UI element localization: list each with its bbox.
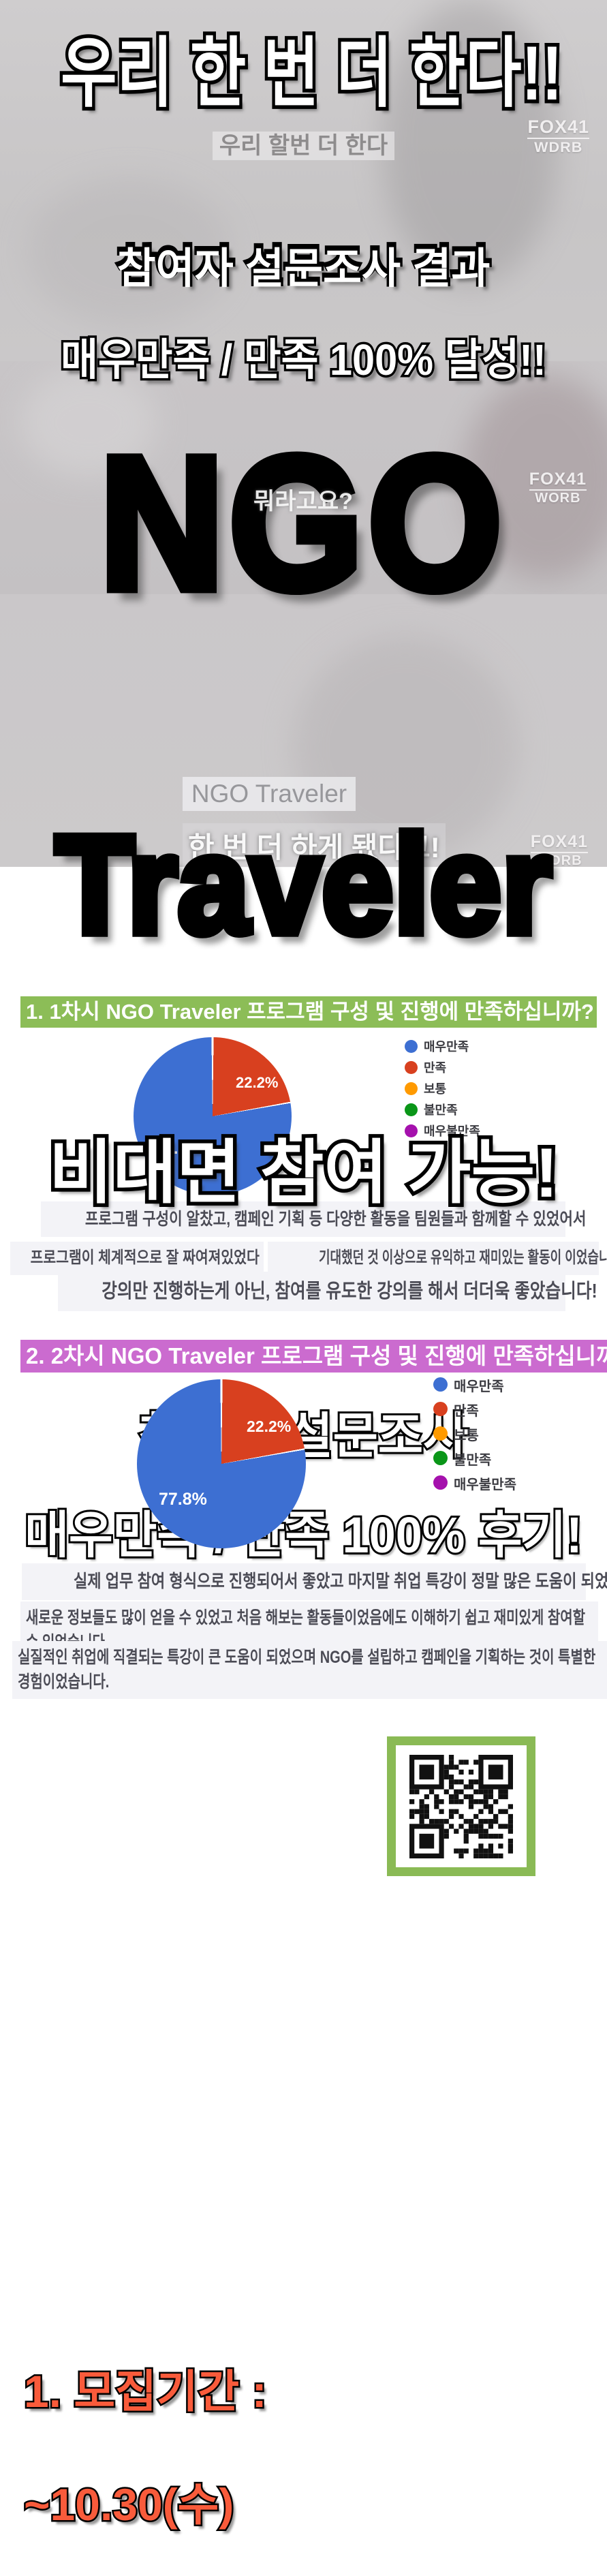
pie-2-slice-label-satisfied: 22.2%	[247, 1417, 292, 1435]
legend-dot-satisfied	[405, 1060, 418, 1074]
pie-1-slice-label-satisfied: 22.2%	[236, 1074, 279, 1091]
legend-label: 보통	[424, 1082, 447, 1096]
qr-code-svg	[409, 1754, 513, 1858]
qr-code	[387, 1736, 535, 1876]
legend-dot-neutral	[405, 1082, 418, 1095]
legend-label: 만족	[454, 1404, 479, 1419]
pie-2-legend: 매우만족 만족 보통 불만족 매우불만족	[433, 1375, 516, 1498]
quote-text: 프로그램 구성이 알찼고, 캠페인 기획 등 다양한 활동을 팀원들과 함께할 …	[84, 1210, 587, 1229]
legend-dot-satisfied	[433, 1402, 448, 1416]
legend-label: 매우만족	[454, 1379, 504, 1394]
quote-1-3: 기대했던 것 이상으로 유익하고 재미있는 활동이 이었습니다!	[268, 1242, 607, 1275]
legend-item: 만족	[433, 1400, 516, 1420]
quote-1-4: 강의만 진행하는게 아닌, 참여를 유도한 강의를 해서 더더욱 좋았습니다!	[58, 1272, 597, 1312]
quote-2-1: 실제 업무 참여 형식으로 진행되어서 좋았고 마지말 취업 특강이 정말 많은…	[22, 1563, 607, 1600]
pie-chart-2	[137, 1379, 306, 1548]
hero-subtitle-2: 매우만족 / 만족 100% 달성!!	[21, 338, 586, 382]
hero-subtitle-1: 참여자 설문조사 결과	[0, 248, 607, 290]
quote-text: 강의만 진행하는게 아닌, 참여를 유도한 강의를 해서 더더욱 좋았습니다!	[102, 1281, 597, 1302]
legend-label: 만족	[424, 1061, 447, 1075]
legend-item: 불만족	[405, 1101, 480, 1118]
legend-label: 불만족	[454, 1453, 492, 1468]
legend-dot-dissatisfied	[405, 1103, 418, 1116]
legend-label: 불만족	[424, 1103, 458, 1117]
watermark-line2: WDRB	[527, 138, 589, 155]
quote-text: 실질적인 취업에 직결되는 특강이 큰 도움이 되었으며 NGO를 설립하고 캠…	[18, 1648, 596, 1692]
question-2-banner: 2. 2차시 NGO Traveler 프로그램 구성 및 진행에 만족하십니까…	[20, 1340, 607, 1373]
fox41-wdrb-watermark: FOX41 WDRB	[527, 117, 589, 155]
legend-item: 보통	[433, 1424, 516, 1444]
hero-subtitle-1-text: 참여자 설문조사 결과	[117, 245, 491, 292]
video-caption: 우리 할번 더 한다	[212, 132, 395, 160]
quote-2-3: 실질적인 취업에 직결되는 특강이 큰 도움이 되었으며 NGO를 설립하고 캠…	[12, 1641, 607, 1699]
quote-1-2: 프로그램이 체계적으로 잘 짜여져있었다	[10, 1242, 264, 1275]
question-1-banner: 1. 1차시 NGO Traveler 프로그램 구성 및 진행에 만족하십니까…	[20, 996, 597, 1028]
legend-dot-neutral	[433, 1426, 448, 1441]
ngo-gradient-title: NGO	[0, 429, 607, 618]
video-caption-3-title: NGO Traveler	[183, 777, 356, 811]
info-1-line-2: ~10.30(수)	[24, 2482, 607, 2527]
legend-item: 매우만족	[433, 1375, 516, 1395]
pie-1-legend: 매우만족 만족 보통 불만족 매우불만족	[405, 1037, 480, 1143]
legend-item: 불만족	[433, 1449, 516, 1469]
quote-text: 기대했던 것 이상으로 유익하고 재미있는 활동이 이었습니다!	[319, 1248, 607, 1267]
legend-label: 매우불만족	[454, 1477, 516, 1492]
watermark-line2: WORB	[529, 489, 587, 506]
legend-label: 매우만족	[424, 1040, 469, 1054]
hero-title: 우리 한 번 더 한다!!	[61, 35, 562, 112]
traveler-gradient-title: Traveler	[0, 815, 607, 955]
watermark-line1: FOX41	[529, 470, 587, 489]
legend-item: 매우불만족	[433, 1473, 516, 1493]
info-1-line-1: 1. 모집기간 :	[24, 2369, 607, 2414]
fox41-worb-watermark-mid: FOX41 WORB	[529, 470, 587, 506]
legend-dot-very-satisfied	[433, 1377, 448, 1392]
legend-item: 만족	[405, 1058, 480, 1076]
legend-item: 매우만족	[405, 1037, 480, 1055]
survey-heading-2: 매우만족 / 만족 100% 후기!	[15, 1510, 591, 1561]
legend-dot-very-satisfied	[405, 1039, 418, 1053]
pie-2-slice-label-very-satisfied: 77.8%	[159, 1490, 207, 1509]
video-caption-2: 뭐라고요?	[253, 489, 353, 515]
watermark-line1: FOX41	[527, 117, 589, 137]
legend-item: 보통	[405, 1079, 480, 1097]
legend-dot-dissatisfied	[433, 1451, 448, 1465]
video-caption-row: 우리 할번 더 한다	[0, 127, 607, 160]
legend-label: 보통	[454, 1428, 479, 1443]
legend-dot-very-dissatisfied	[433, 1475, 448, 1490]
quote-text: 실제 업무 참여 형식으로 진행되어서 좋았고 마지말 취업 특강이 정말 많은…	[73, 1571, 607, 1591]
quote-text: 프로그램이 체계적으로 잘 짜여져있었다	[30, 1248, 260, 1267]
remote-participation-banner: 비대면 참여 가능!	[0, 1138, 607, 1208]
